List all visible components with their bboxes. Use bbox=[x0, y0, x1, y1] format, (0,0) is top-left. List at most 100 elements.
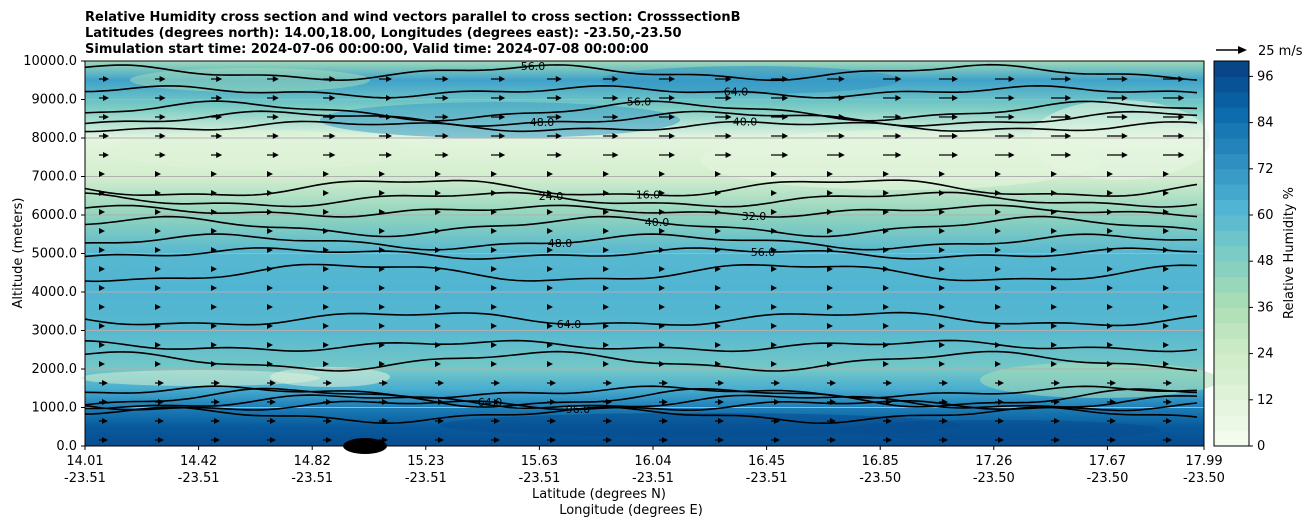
wind-arrowhead bbox=[499, 114, 506, 120]
wind-arrowhead bbox=[329, 133, 336, 139]
wind-arrowhead bbox=[1065, 133, 1072, 139]
wind-arrowhead bbox=[329, 114, 336, 120]
wind-arrowhead bbox=[494, 399, 500, 405]
humidity-region bbox=[600, 66, 900, 94]
wind-arrowhead bbox=[1166, 437, 1172, 443]
colorbar-bin bbox=[1214, 307, 1249, 324]
wind-arrowhead bbox=[659, 247, 665, 253]
wind-arrowhead bbox=[555, 95, 562, 101]
x-tick-label-lat: 17.26 bbox=[975, 454, 1012, 469]
wind-arrowhead bbox=[326, 437, 332, 443]
colorbar-bin bbox=[1214, 184, 1249, 201]
wind-arrowhead bbox=[159, 95, 166, 101]
wind-arrowhead bbox=[272, 133, 279, 139]
wind-arrowhead bbox=[435, 190, 441, 196]
wind-arrowhead bbox=[725, 114, 732, 120]
x-tick-label-lat: 16.04 bbox=[634, 454, 671, 469]
wind-arrowhead bbox=[1107, 342, 1113, 348]
wind-arrowhead bbox=[942, 380, 948, 386]
wind-arrowhead bbox=[214, 418, 220, 424]
x-tick-label-lat: 14.82 bbox=[294, 454, 331, 469]
wind-arrowhead bbox=[547, 304, 553, 310]
wind-arrowhead bbox=[1107, 228, 1113, 234]
humidity-region bbox=[270, 367, 390, 387]
wind-arrowhead bbox=[827, 209, 833, 215]
wind-arrowhead bbox=[995, 361, 1001, 367]
wind-arrowhead bbox=[379, 323, 385, 329]
wind-arrowhead bbox=[103, 114, 109, 120]
chart-title-line-2: Latitudes (degrees north): 14.00,18.00, … bbox=[85, 26, 682, 41]
wind-arrowhead bbox=[99, 171, 105, 177]
wind-arrowhead bbox=[612, 133, 619, 139]
wind-arrowhead bbox=[995, 323, 1001, 329]
y-axis: 0.0 1000.0 2000.0 3000.0 4000.0 5000.0 6000.0 7… bbox=[23, 54, 85, 454]
x-tick-label-lon: -23.50 bbox=[973, 471, 1015, 486]
wind-arrowhead bbox=[774, 399, 780, 405]
wind-arrowhead bbox=[827, 285, 833, 291]
wind-arrowhead bbox=[102, 380, 108, 386]
x-tick-label-lon: -23.51 bbox=[405, 471, 447, 486]
wind-arrowhead bbox=[1054, 418, 1060, 424]
wind-arrowhead bbox=[774, 437, 780, 443]
wind-arrowhead bbox=[718, 437, 724, 443]
wind-arrowhead bbox=[1054, 399, 1060, 405]
wind-arrowhead bbox=[939, 247, 945, 253]
wind-arrowhead bbox=[1107, 190, 1113, 196]
wind-arrowhead bbox=[952, 152, 958, 158]
wind-arrowhead bbox=[883, 285, 889, 291]
x-tick-label-lon: -23.51 bbox=[178, 471, 220, 486]
wind-arrowhead bbox=[435, 228, 441, 234]
wind-arrowhead bbox=[1121, 76, 1128, 82]
wind-arrowhead bbox=[270, 437, 276, 443]
wind-arrowhead bbox=[491, 190, 497, 196]
wind-arrowhead bbox=[547, 209, 553, 215]
wind-arrowhead bbox=[211, 285, 217, 291]
wind-arrowhead bbox=[603, 342, 609, 348]
wind-arrowhead bbox=[267, 247, 273, 253]
wind-arrowhead bbox=[211, 323, 217, 329]
wind-arrowhead bbox=[1178, 95, 1185, 101]
colorbar-tick-label: 36 bbox=[1257, 300, 1274, 315]
contour-line bbox=[84, 120, 1198, 133]
wind-arrowhead bbox=[323, 228, 329, 234]
wind-arrowhead bbox=[442, 114, 449, 120]
wind-arrowhead bbox=[99, 361, 105, 367]
wind-arrowhead bbox=[952, 133, 958, 139]
wind-arrowhead bbox=[1051, 209, 1057, 215]
wind-arrowhead bbox=[99, 304, 105, 310]
colorbar-bin bbox=[1214, 399, 1249, 416]
contour-line bbox=[84, 350, 1198, 372]
wind-arrowhead bbox=[1166, 380, 1172, 386]
wind-arrowhead bbox=[669, 114, 675, 120]
wind-arrowhead bbox=[1163, 342, 1169, 348]
colorbar-frame bbox=[1213, 60, 1250, 447]
colorbar-bin bbox=[1214, 415, 1249, 432]
contour-line bbox=[84, 385, 1198, 399]
wind-arrowhead bbox=[155, 304, 161, 310]
contour-line bbox=[84, 63, 1198, 82]
wind-arrowhead bbox=[942, 437, 948, 443]
contour-line bbox=[84, 339, 1198, 353]
wind-arrowhead bbox=[491, 323, 497, 329]
wind-arrowhead bbox=[550, 437, 556, 443]
wind-arrowhead bbox=[939, 171, 945, 177]
wind-arrowhead bbox=[603, 247, 609, 253]
wind-arrowhead bbox=[827, 266, 833, 272]
colorbar-bin bbox=[1214, 107, 1249, 124]
wind-arrowhead bbox=[774, 418, 780, 424]
colorbar-bin bbox=[1214, 76, 1249, 93]
wind-arrowhead bbox=[827, 323, 833, 329]
colorbar-bin bbox=[1214, 122, 1249, 139]
wind-arrowhead bbox=[1051, 228, 1057, 234]
x-tick-label-lon: -23.51 bbox=[746, 471, 788, 486]
wind-arrowhead bbox=[547, 247, 553, 253]
wind-arrowhead bbox=[603, 228, 609, 234]
x-tick-label-lon: -23.50 bbox=[1086, 471, 1128, 486]
wind-arrowhead bbox=[771, 285, 777, 291]
x-tick-label-lon: -23.50 bbox=[859, 471, 901, 486]
wind-arrowhead bbox=[942, 418, 948, 424]
wind-arrowhead bbox=[995, 228, 1001, 234]
wind-arrowhead bbox=[774, 380, 780, 386]
contour-label: 64.0 bbox=[557, 318, 582, 331]
